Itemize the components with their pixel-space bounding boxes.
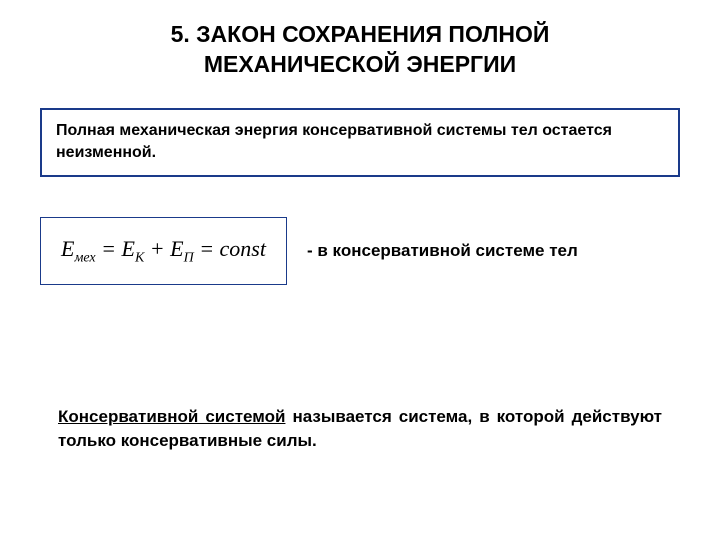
formula-note: - в консервативной системе тел	[307, 241, 578, 261]
formula-const: const	[220, 236, 266, 261]
formula-sub-K: К	[135, 250, 144, 265]
definition-box: Полная механическая энергия консервативн…	[40, 108, 680, 177]
title-line-1: 5. ЗАКОН СОХРАНЕНИЯ ПОЛНОЙ	[171, 21, 550, 47]
formula-plus: +	[144, 236, 170, 261]
title-line-2: МЕХАНИЧЕСКОЙ ЭНЕРГИИ	[204, 51, 516, 77]
formula-row: Eмех = EК + EП = const - в консервативно…	[40, 217, 680, 285]
formula-E-mex: E	[61, 236, 74, 261]
bottom-definition: Консервативной системой называется систе…	[40, 405, 680, 453]
slide-title: 5. ЗАКОН СОХРАНЕНИЯ ПОЛНОЙ МЕХАНИЧЕСКОЙ …	[40, 20, 680, 80]
formula-E-K: E	[122, 236, 135, 261]
bottom-underlined: Консервативной системой	[58, 407, 285, 426]
definition-text: Полная механическая энергия консервативн…	[56, 122, 612, 161]
formula-box: Eмех = EК + EП = const	[40, 217, 287, 285]
formula-sub-mex: мех	[74, 250, 95, 265]
formula-E-P: E	[170, 236, 183, 261]
formula-eq2: =	[194, 236, 220, 261]
formula-sub-P: П	[184, 250, 194, 265]
formula-eq1: =	[96, 236, 122, 261]
